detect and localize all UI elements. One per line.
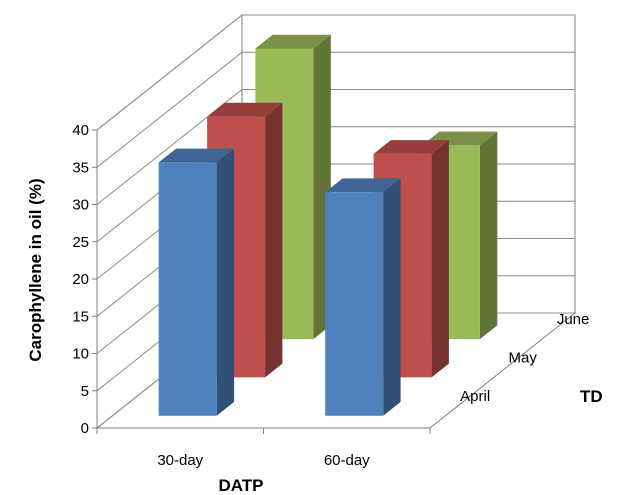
gridline [96,14,575,131]
bar [158,148,235,416]
x-axis-title: DATP [218,476,263,495]
bar-front [325,192,384,416]
bar-side [383,178,401,416]
y-tick-label: 30 [72,197,89,214]
y-tick-label: 10 [72,346,89,363]
y-ticks: 0 5 10 15 20 25 30 35 40 [72,122,89,437]
bar [325,178,401,416]
bar-top [207,102,283,117]
x-ticks: 30-day 60-day [96,428,431,469]
y-tick-label: 35 [72,159,89,176]
depth-axis-title: TD [580,387,603,406]
y-tick-label: 20 [72,271,89,288]
bar-top [255,34,331,49]
x-tick-label: 30-day [157,452,203,469]
y-tick-label: 15 [72,308,89,325]
y-tick-label: 40 [72,122,89,139]
depth-tick-label: June [557,311,590,328]
bar-top [325,178,401,193]
bar-side [216,148,235,416]
y-axis-title: Carophyllene in oil (%) [26,178,45,361]
y-tick-label: 0 [81,420,89,437]
bar-side [431,140,449,378]
gridline [96,89,575,205]
y-tick-label: 5 [81,383,89,400]
bar-side [479,131,498,340]
depth-tick-label: April [460,388,490,405]
x-tick-label: 60-day [324,452,370,469]
bar-side [265,102,283,378]
bar-top [373,140,449,154]
bar-top [158,148,235,163]
bars [158,34,498,416]
depth-tick-label: May [509,350,538,367]
bar-front [158,162,217,416]
depth-ticks: April May June [460,311,589,405]
y-tick-label: 25 [72,234,89,251]
gridline [96,51,575,168]
